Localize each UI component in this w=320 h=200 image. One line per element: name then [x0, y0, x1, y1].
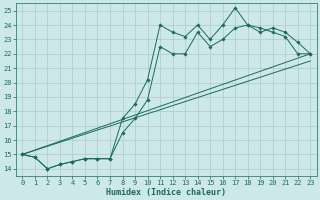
X-axis label: Humidex (Indice chaleur): Humidex (Indice chaleur): [106, 188, 226, 197]
